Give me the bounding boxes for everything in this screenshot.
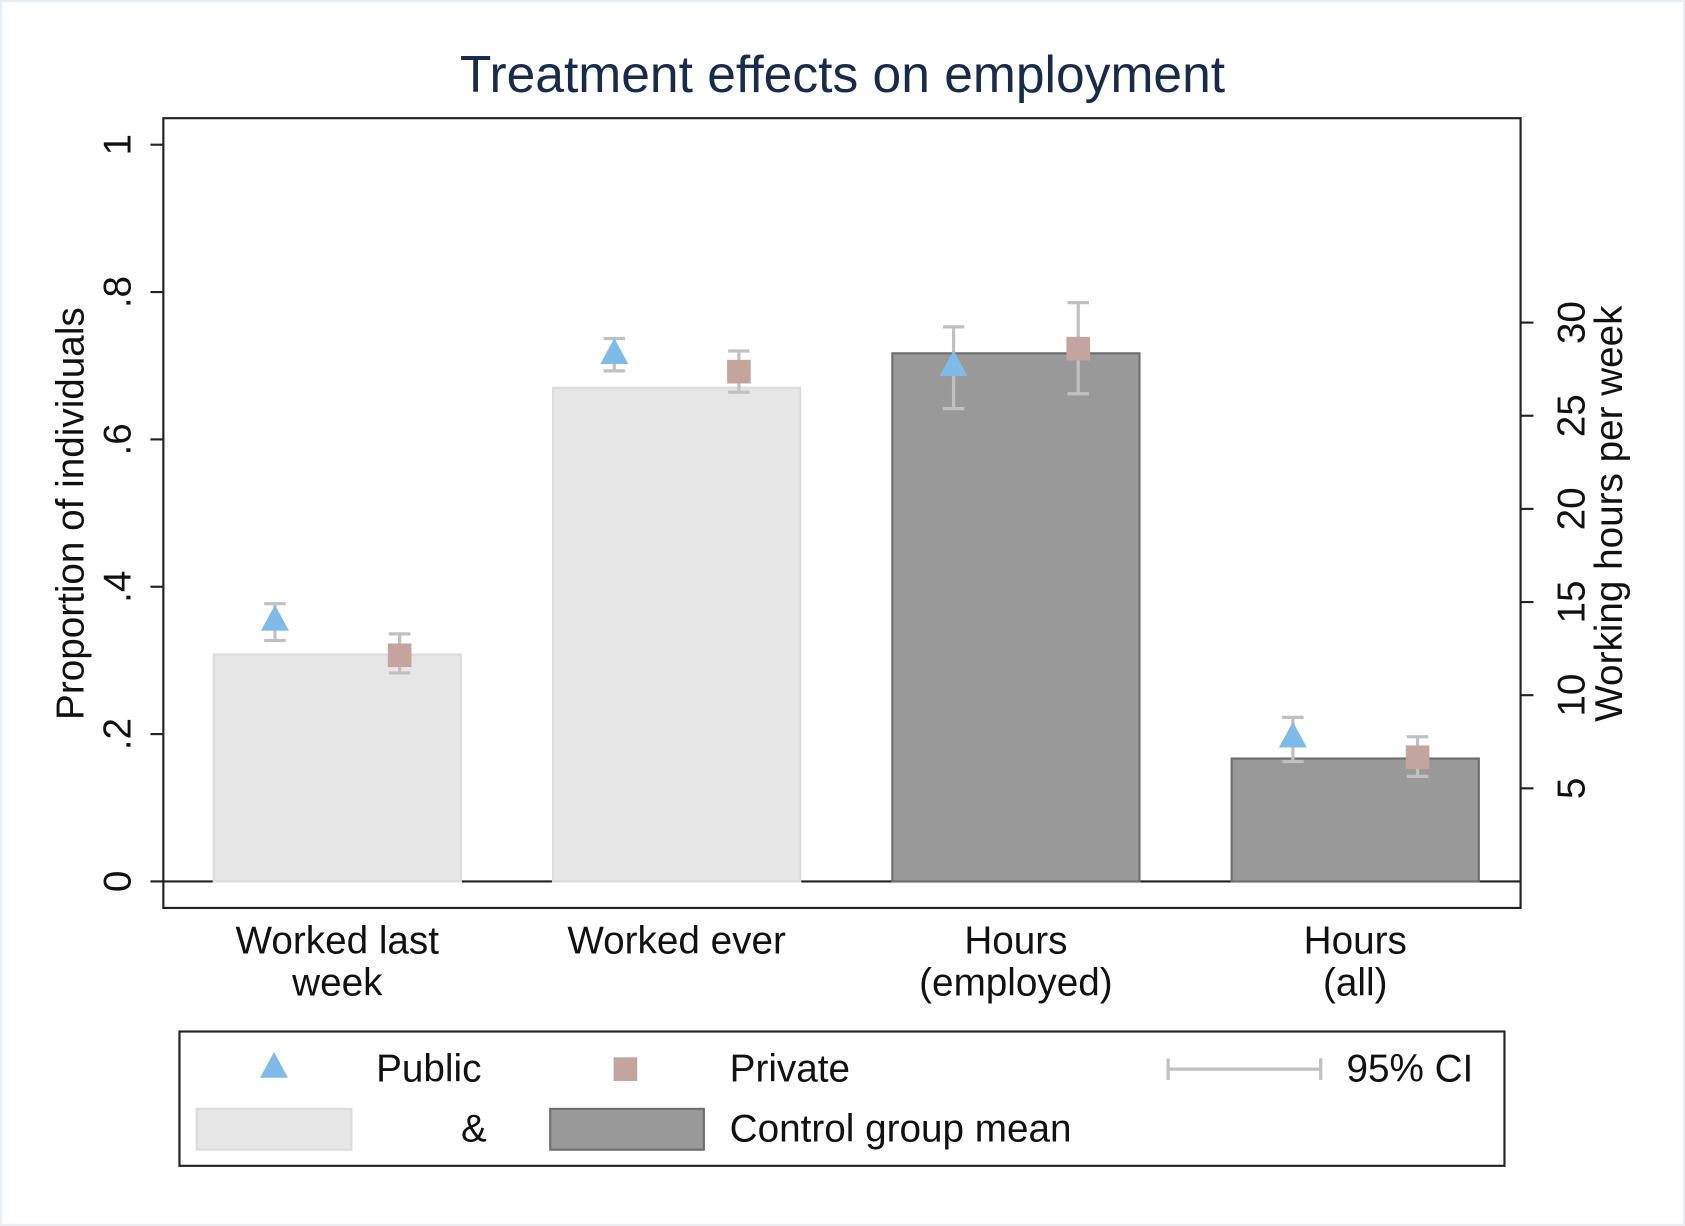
- y-tick-label: .8: [97, 276, 140, 308]
- legend-marker: [613, 1057, 638, 1081]
- legend-label: Control group mean: [730, 1108, 1072, 1151]
- x-tick-label: Worked ever: [567, 920, 786, 963]
- y-tick-label: .2: [97, 718, 140, 750]
- point: [1066, 336, 1091, 361]
- y2-tick-label: 25: [1551, 394, 1594, 437]
- point: [1278, 721, 1307, 748]
- y-axis-title: Proportion of individuals: [49, 307, 92, 720]
- plot-area: [162, 117, 1522, 910]
- legend-label: Public: [376, 1047, 481, 1090]
- y2-axis-title: Working hours per week: [1588, 305, 1631, 722]
- x-tick-label-line: (all): [1323, 962, 1387, 1005]
- y2-tick-label: 5: [1551, 778, 1594, 800]
- x-tick-label-line: week: [291, 962, 383, 1005]
- control-bar: [212, 653, 462, 883]
- y-tick-label: .6: [97, 423, 140, 455]
- chart-title: Treatment effects on employment: [460, 45, 1225, 103]
- control-bar: [1230, 757, 1480, 883]
- x-tick-label-line: Worked last: [236, 920, 440, 963]
- control-bar: [891, 352, 1141, 883]
- legend-label: Private: [730, 1047, 850, 1090]
- x-tick-label-line: Hours: [964, 920, 1067, 963]
- x-tick-label: Worked last week: [236, 920, 440, 1005]
- control-bar: [551, 386, 802, 883]
- y2-tick-label: 15: [1551, 581, 1594, 624]
- x-tick-label-line: Worked ever: [567, 920, 786, 963]
- y-tick-label: 1: [97, 134, 140, 156]
- legend-swatch: [195, 1107, 353, 1151]
- x-tick-label-line: Hours: [1304, 920, 1407, 963]
- y-tick-label: .4: [97, 571, 140, 603]
- x-tick-label-line: (employed): [919, 962, 1112, 1005]
- y2-tick-label: 20: [1551, 487, 1594, 530]
- x-tick-label: Hours (all): [1304, 920, 1407, 1005]
- legend-label: 95% CI: [1346, 1047, 1473, 1090]
- y2-tick-label: 10: [1551, 674, 1594, 717]
- point: [600, 338, 629, 364]
- point: [387, 643, 412, 668]
- legend-marker: [260, 1051, 288, 1078]
- point: [727, 359, 751, 384]
- point: [1405, 745, 1430, 770]
- point: [260, 604, 289, 631]
- y2-tick-label: 30: [1551, 301, 1594, 344]
- y-tick-label: 0: [97, 871, 140, 893]
- point: [939, 350, 968, 377]
- legend-swatch: [549, 1107, 705, 1151]
- x-tick-label: Hours (employed): [919, 920, 1112, 1005]
- legend: [178, 1030, 1506, 1167]
- legend-joiner: &: [461, 1108, 487, 1151]
